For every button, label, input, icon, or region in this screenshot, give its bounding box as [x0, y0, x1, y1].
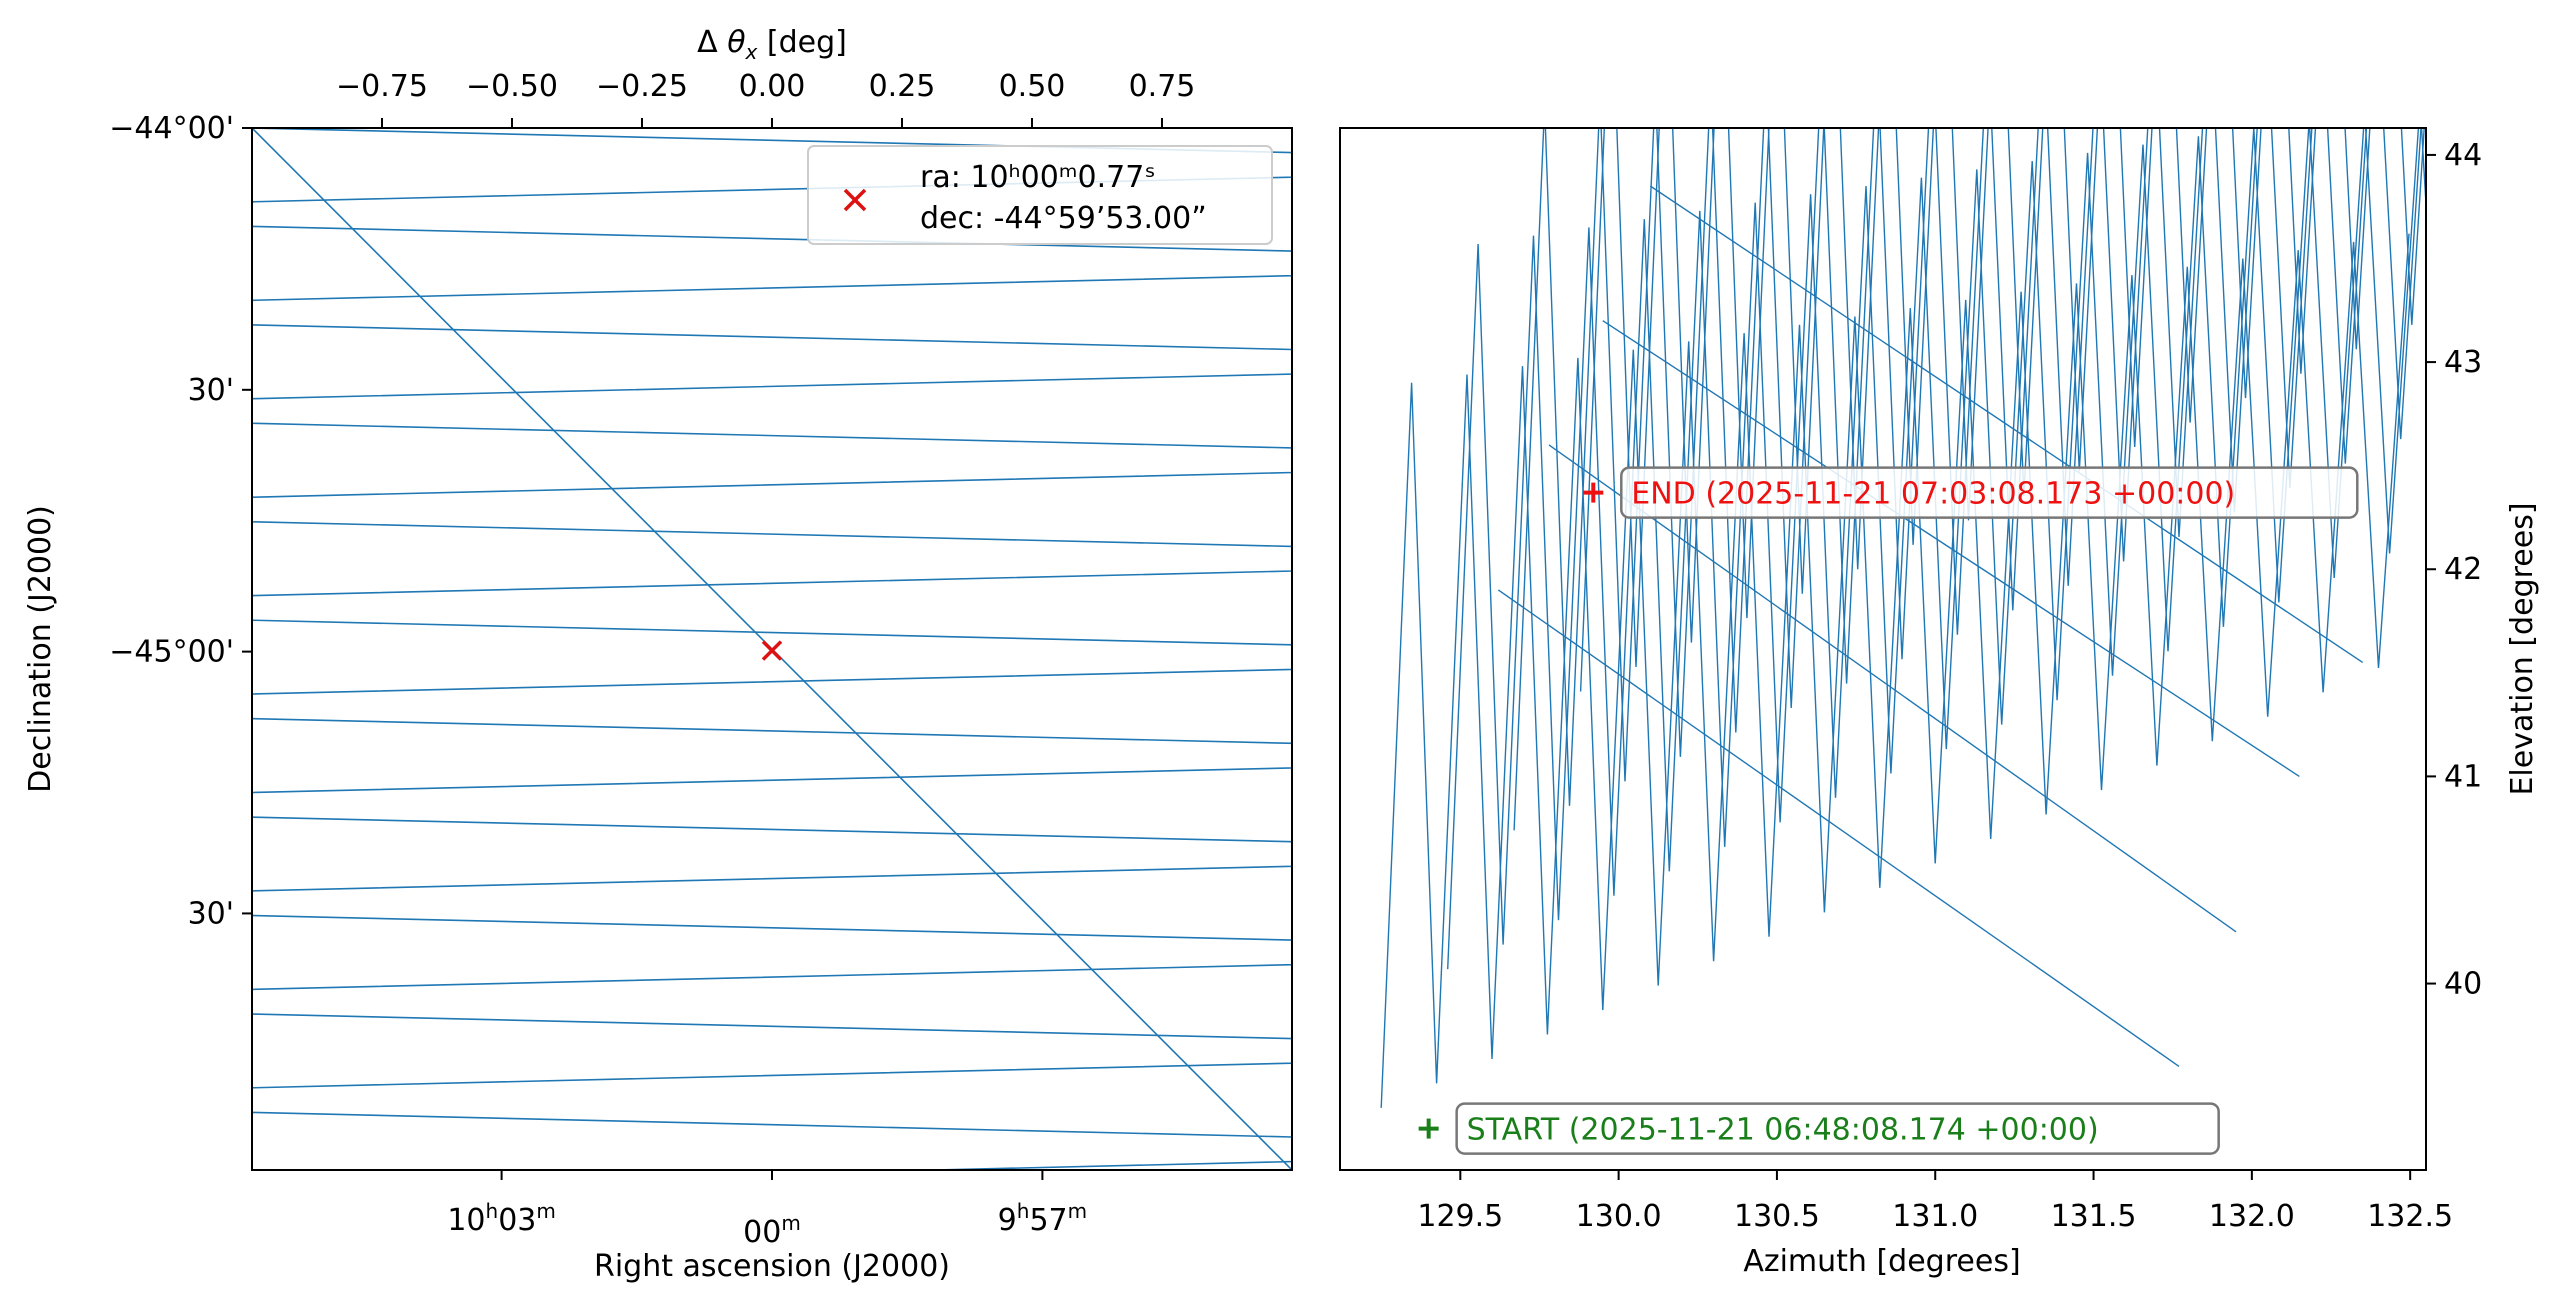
top-tick-label: 0.75	[1129, 69, 1196, 104]
left-x-axis-label: Right ascension (J2000)	[594, 1249, 950, 1284]
right-x-tick-label: 130.5	[1734, 1199, 1820, 1234]
left-top-axis: −0.75 −0.50 −0.25 0.00 0.25 0.50 0.75	[336, 69, 1195, 128]
legend-dec: dec: -44°59’53.00”	[920, 201, 1207, 236]
right-x-tick-label: 131.0	[1892, 1199, 1978, 1234]
right-x-tick-label: 132.0	[2209, 1199, 2295, 1234]
right-y-tick-label: 42	[2444, 552, 2482, 587]
legend-box	[807, 145, 1273, 245]
start-marker: START (2025-11-21 06:48:08.174 +00:00)	[1418, 1102, 2220, 1155]
right-x-tick-label: 131.5	[2051, 1199, 2137, 1234]
right-y-axis: 40 41 42 43 44	[2426, 138, 2482, 1002]
right-x-tick-label: 132.5	[2367, 1199, 2453, 1234]
top-tick-label: −0.25	[596, 69, 688, 104]
left-y-axis-label: Declination (J2000)	[23, 505, 58, 793]
top-tick-label: −0.75	[336, 69, 428, 104]
left-x-axis: 10h03m 00m 9h57m	[447, 1170, 1087, 1250]
right-track-path	[1380, 128, 2426, 1108]
right-y-tick-label: 44	[2444, 138, 2482, 173]
legend-ra: ra: 10ʰ00ᵐ0.77ˢ	[920, 160, 1156, 195]
left-y-tick-label: 30'	[188, 896, 234, 931]
end-marker: END (2025-11-21 07:03:08.173 +00:00)	[1583, 466, 2359, 519]
left-panel-radec: −0.75 −0.50 −0.25 0.00 0.25 0.50 0.75 −44°00' 3…	[23, 25, 1293, 1284]
right-x-axis-label: Azimuth [degrees]	[1743, 1244, 2020, 1279]
end-marker-label: END (2025-11-21 07:03:08.173 +00:00)	[1631, 477, 2235, 512]
azel-return-1	[1548, 444, 2237, 933]
left-top-axis-label: Δ θx [deg]	[697, 25, 847, 64]
top-tick-label: −0.50	[466, 69, 558, 104]
azel-sweep-2	[1513, 128, 2422, 831]
right-y-axis-label: Elevation [degrees]	[2505, 502, 2540, 795]
left-y-axis: −44°00' 30' −45°00' 30'	[109, 111, 252, 931]
start-marker-label-box	[1455, 1102, 2220, 1155]
left-x-tick-label: 00m	[743, 1211, 801, 1250]
right-y-tick-label: 40	[2444, 967, 2482, 1002]
azel-return-3	[1649, 185, 2364, 664]
right-axes-frame	[1339, 127, 2427, 1171]
right-panel-azel: 129.5 130.0 130.5 131.0 131.5 132.0 132.5 40 41…	[1339, 127, 2540, 1279]
left-x-tick-label: 9h57m	[998, 1199, 1087, 1238]
right-y-tick-label: 41	[2444, 759, 2482, 794]
right-y-tick-label: 43	[2444, 345, 2482, 380]
azel-sweep-1	[1447, 128, 2426, 970]
top-tick-label: 0.25	[869, 69, 936, 104]
azel-return-2	[1602, 320, 2300, 777]
top-tick-label: 0.50	[999, 69, 1066, 104]
left-y-tick-label: −44°00'	[109, 111, 234, 146]
right-x-tick-label: 130.0	[1576, 1199, 1662, 1234]
right-x-axis: 129.5 130.0 130.5 131.0 131.5 132.0 132.5	[1417, 1170, 2453, 1234]
top-tick-label: 0.00	[739, 69, 806, 104]
legend: ra: 10ʰ00ᵐ0.77ˢ dec: -44°59’53.00”	[807, 145, 1273, 245]
target-cross-b	[761, 640, 783, 661]
left-y-tick-label: 30'	[188, 373, 234, 408]
azel-sweep-0	[1380, 233, 2410, 1108]
left-y-tick-label: −45°00'	[109, 635, 234, 670]
target-marker	[761, 640, 783, 661]
azel-return-0	[1497, 589, 2180, 1067]
right-x-tick-label: 129.5	[1417, 1199, 1503, 1234]
legend-marker-icon	[843, 188, 867, 212]
start-marker-label: START (2025-11-21 06:48:08.174 +00:00)	[1467, 1113, 2099, 1148]
left-x-tick-label: 10h03m	[447, 1199, 556, 1238]
end-marker-label-box	[1620, 466, 2359, 519]
